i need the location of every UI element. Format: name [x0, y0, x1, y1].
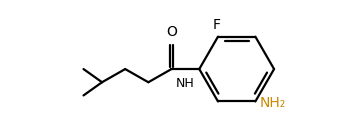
- Text: NH₂: NH₂: [260, 96, 286, 110]
- Text: NH: NH: [176, 77, 195, 90]
- Text: O: O: [166, 25, 177, 39]
- Text: F: F: [212, 18, 220, 32]
